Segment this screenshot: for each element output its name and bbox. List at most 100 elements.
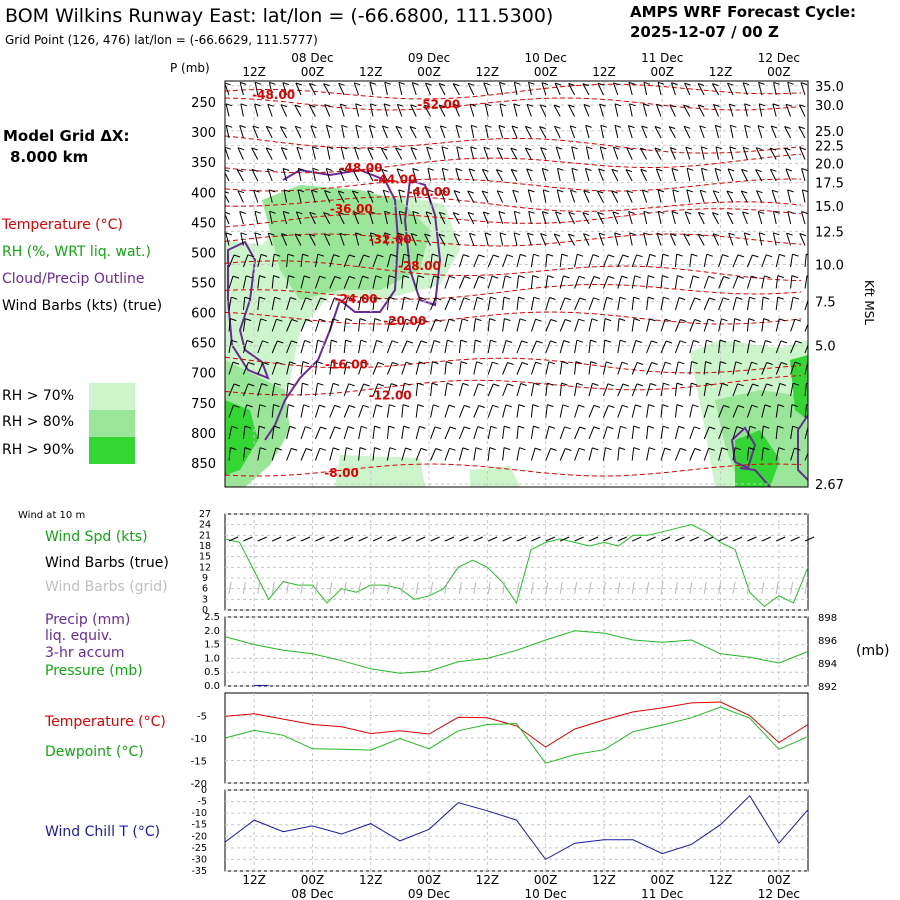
wind-barb-flag xyxy=(377,362,385,365)
wind-barb xyxy=(674,426,680,440)
wind-barb xyxy=(487,383,494,397)
wind-barb-flag xyxy=(492,404,499,408)
wind-barb xyxy=(386,447,391,461)
wind-barb xyxy=(804,404,808,418)
wind-barb xyxy=(424,233,432,246)
wind-barb-flag xyxy=(347,426,355,430)
wind-barb-flag xyxy=(363,383,370,387)
wind-barb-flag xyxy=(312,146,319,150)
wind-barb-flag xyxy=(396,168,404,172)
wind-barb-flag xyxy=(590,361,597,365)
wind-barb-flag xyxy=(492,361,499,365)
bottom-hour-label: 00Z xyxy=(417,873,441,887)
wind-barb-flag xyxy=(712,83,719,87)
wind-barb-flag xyxy=(709,426,716,430)
wind-barb-flag xyxy=(691,361,698,365)
wind-barb-flag xyxy=(289,361,296,365)
wind-barb-flag xyxy=(369,211,376,214)
wind-barb-flag xyxy=(410,104,417,108)
wind-barb xyxy=(674,340,681,354)
wind-barb xyxy=(599,103,604,117)
isotherm-line xyxy=(225,153,802,174)
surface-wind-barb xyxy=(574,536,584,542)
wind-barb-flag xyxy=(561,382,568,386)
legend-rh80-swatch xyxy=(89,410,135,437)
pressure-tick-label: 750 xyxy=(191,397,216,412)
wind-barb-flag xyxy=(670,233,677,237)
cloud-outline xyxy=(730,426,757,470)
wind-barb-flag xyxy=(728,232,735,236)
wind-barb xyxy=(511,125,518,139)
wind-barb xyxy=(473,276,480,289)
wind-barb xyxy=(732,318,736,332)
surface-wind-barb xyxy=(459,536,469,542)
wind-barb-flag xyxy=(706,382,713,386)
wind-barb xyxy=(300,275,305,289)
wind-barb-flag xyxy=(265,147,273,151)
wind-barb xyxy=(516,447,520,461)
wind-barb xyxy=(395,147,403,160)
wind-barb xyxy=(286,340,292,354)
wind-barb xyxy=(282,211,288,225)
wind-barb-flag xyxy=(389,447,396,451)
wind-barb-flag xyxy=(657,189,665,193)
wind-barb-flag xyxy=(619,296,627,300)
wind-barb xyxy=(257,297,260,311)
wind-barb xyxy=(629,232,633,246)
wind-barb-flag xyxy=(453,233,461,237)
wind-barb xyxy=(683,233,691,246)
wind-barb xyxy=(308,83,316,96)
wind-barb-flag xyxy=(583,104,591,107)
wind-barb xyxy=(643,82,648,96)
wind-barb xyxy=(430,404,434,418)
wind-barb xyxy=(236,169,244,182)
wind-chill-tick-label: 0 xyxy=(201,785,207,796)
wind-barb xyxy=(671,211,676,225)
wind-barb xyxy=(353,211,360,225)
wind-barb xyxy=(468,233,475,246)
wind-barb xyxy=(775,318,780,332)
wind-barb-flag xyxy=(751,361,758,365)
wind-barb-flag xyxy=(683,104,690,108)
wind-barb xyxy=(718,340,721,354)
wind-barb xyxy=(530,404,534,418)
wind-barb xyxy=(228,340,232,354)
wind-barb xyxy=(329,318,334,332)
wind-barb-flag xyxy=(799,147,806,151)
wind-barb xyxy=(314,448,321,461)
wind-barb-flag xyxy=(591,318,598,322)
wind-barb xyxy=(483,82,489,96)
wind-barb-flag xyxy=(334,404,341,408)
wind-barb xyxy=(775,297,779,311)
wind-barb xyxy=(473,361,478,375)
temperature-line xyxy=(224,701,809,748)
wind-barb-flag xyxy=(340,103,347,107)
wind-barb-flag xyxy=(633,425,640,429)
wind-barb xyxy=(430,297,436,311)
wind-barb-flag xyxy=(259,404,266,408)
grid-wind-barb xyxy=(401,581,405,595)
wind-barb xyxy=(300,297,307,311)
wind-barb xyxy=(228,447,231,461)
wind-barb-flag xyxy=(683,125,691,129)
wind-barb xyxy=(732,405,739,418)
wind-barb xyxy=(458,254,464,268)
surface-wind-barb xyxy=(430,536,440,542)
wind-barb-flag xyxy=(252,125,260,129)
wind-barb-flag xyxy=(648,275,655,279)
wind-barb-flag xyxy=(251,147,258,151)
wind-barb xyxy=(257,426,260,440)
wind-barb-flag xyxy=(629,232,636,236)
wind-barb-flag xyxy=(258,425,266,429)
wind-barb-flag xyxy=(748,447,755,451)
wind-barb-flag xyxy=(421,319,428,322)
wind-barb-flag xyxy=(367,190,374,194)
wind-barb-flag xyxy=(239,125,246,128)
wind-barb-flag xyxy=(766,362,773,365)
wind-barb-flag xyxy=(518,404,526,408)
wind-barb xyxy=(657,189,662,203)
wind-barb-flag xyxy=(734,339,741,343)
wind-barb xyxy=(314,254,319,268)
surface-wind-barb xyxy=(603,536,613,542)
wind-barb-flag xyxy=(612,211,620,215)
